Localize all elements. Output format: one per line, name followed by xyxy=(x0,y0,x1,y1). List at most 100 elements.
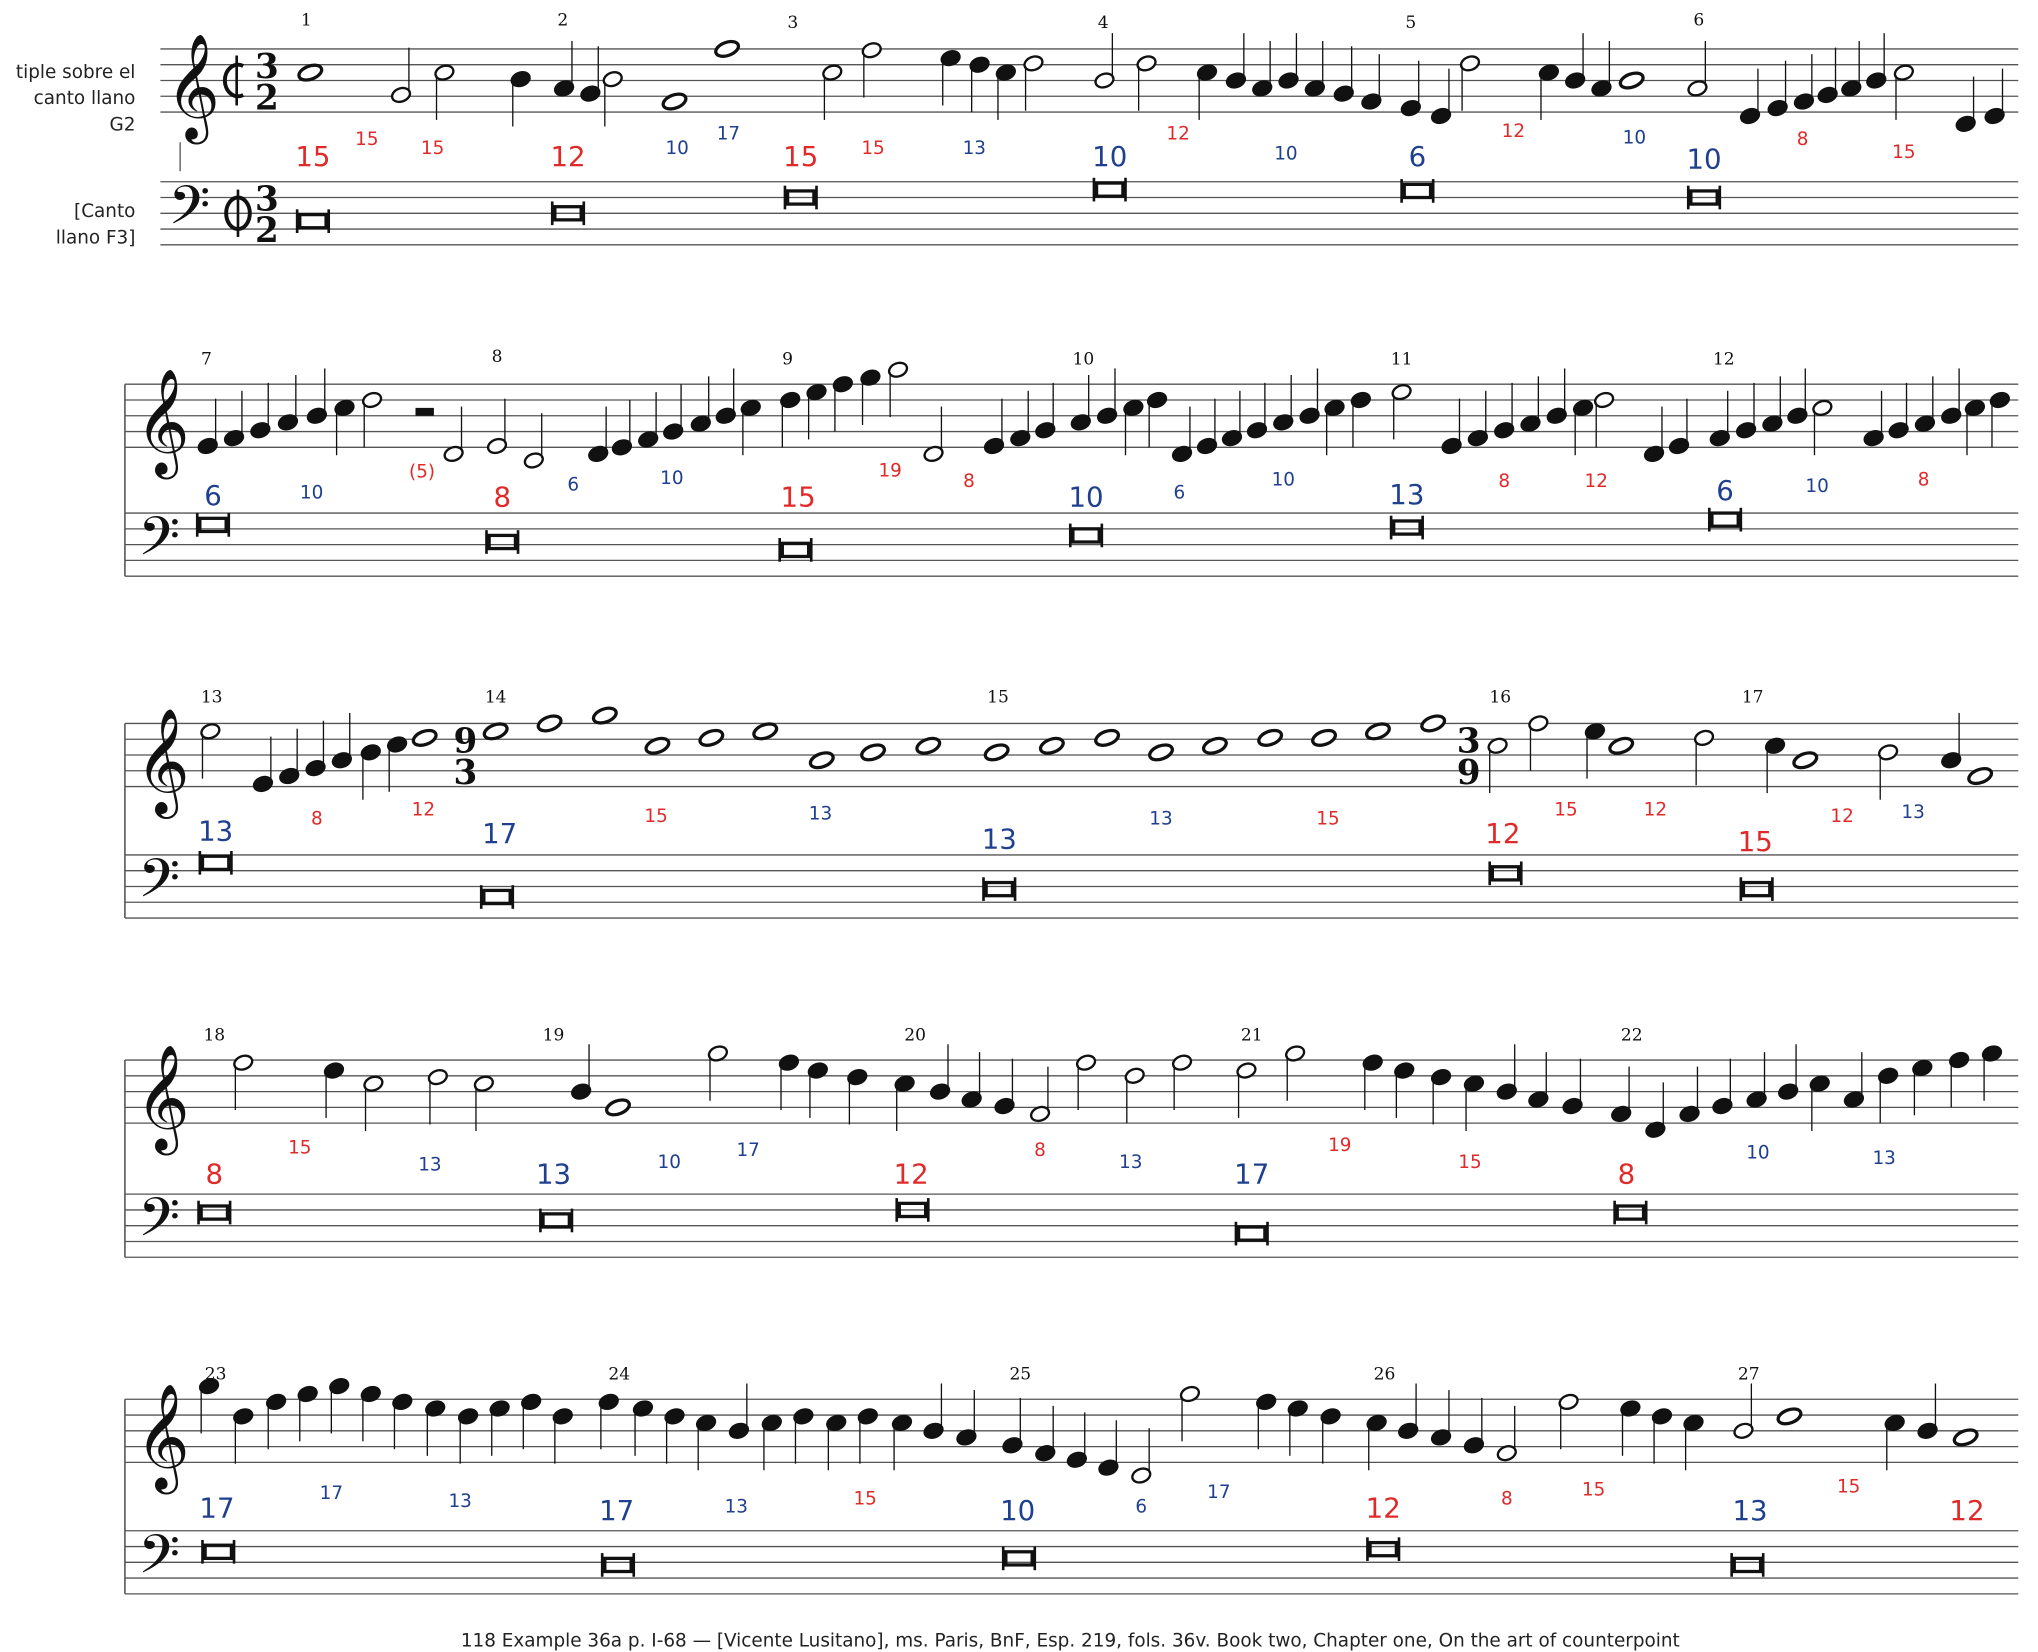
notehead xyxy=(1324,399,1345,416)
interval-label: 10 xyxy=(1274,143,1297,164)
notehead xyxy=(923,445,944,463)
interval-label: 19 xyxy=(878,460,901,481)
notehead xyxy=(1420,714,1447,733)
notehead xyxy=(778,1054,800,1071)
notehead xyxy=(707,1045,729,1062)
notehead xyxy=(1693,729,1715,747)
notehead xyxy=(860,743,887,762)
notehead xyxy=(1981,1045,2003,1062)
notehead xyxy=(598,1393,619,1411)
notehead xyxy=(611,439,633,456)
interval-label: 13 xyxy=(448,1491,471,1512)
breve xyxy=(198,516,228,534)
notehead xyxy=(644,736,671,755)
notehead xyxy=(1643,445,1665,463)
notehead xyxy=(1683,1414,1704,1432)
interval-label: 15 xyxy=(355,129,378,150)
interval-label: 8 xyxy=(206,1158,224,1191)
interval-label: 15 xyxy=(1458,1152,1481,1173)
interval-label: 8 xyxy=(1501,1488,1513,1509)
time-sig-lower: 2 xyxy=(255,78,279,118)
notehead xyxy=(1010,430,1031,447)
notehead xyxy=(1593,391,1615,409)
notehead xyxy=(1841,80,1862,97)
notehead xyxy=(331,752,352,769)
notehead xyxy=(923,1422,944,1439)
notehead xyxy=(363,1075,384,1092)
notehead xyxy=(1651,1408,1673,1425)
notehead xyxy=(780,391,801,409)
notehead xyxy=(1562,1097,1583,1115)
bass-clef: 𝄢 xyxy=(138,1186,180,1263)
interval-label: 8 xyxy=(1918,469,1930,490)
interval-label: 12 xyxy=(1502,121,1525,142)
treble-clef: 𝄞 xyxy=(135,1043,189,1155)
notehead xyxy=(1350,391,1371,409)
notehead xyxy=(1366,1414,1387,1432)
interval-label: 15 xyxy=(1582,1479,1605,1500)
notehead xyxy=(1124,1067,1145,1084)
notehead xyxy=(1196,437,1218,455)
notehead xyxy=(473,1075,494,1092)
notehead xyxy=(1171,1054,1193,1071)
notehead xyxy=(1179,1385,1201,1403)
notehead xyxy=(894,1075,915,1092)
notehead xyxy=(940,50,961,67)
breve xyxy=(487,533,518,551)
notehead xyxy=(223,430,245,447)
notehead xyxy=(1430,1069,1452,1086)
notehead xyxy=(1952,1428,1979,1447)
notehead xyxy=(663,423,684,440)
notehead xyxy=(1148,743,1174,762)
breve xyxy=(541,1212,571,1229)
notehead xyxy=(1094,72,1115,89)
notehead xyxy=(1712,1097,1733,1115)
measure-number: 7 xyxy=(201,349,212,369)
notehead xyxy=(553,80,575,97)
notehead xyxy=(1863,430,1884,447)
notehead xyxy=(1620,1400,1641,1417)
notehead xyxy=(1762,415,1783,432)
notehead xyxy=(1136,55,1157,72)
notehead xyxy=(1252,80,1273,97)
notehead xyxy=(1273,414,1294,431)
notehead xyxy=(434,64,455,81)
notehead xyxy=(390,86,412,104)
notehead xyxy=(1221,430,1243,447)
notehead xyxy=(1284,1045,1306,1062)
notehead xyxy=(250,422,271,439)
notehead xyxy=(983,437,1005,455)
notehead xyxy=(714,39,741,58)
measure-number: 15 xyxy=(987,687,1009,707)
interval-label: 15 xyxy=(1738,825,1773,858)
measure-number: 21 xyxy=(1241,1025,1263,1045)
notehead xyxy=(1941,407,1962,424)
notehead xyxy=(1035,422,1056,439)
measure-number: 24 xyxy=(608,1365,630,1385)
notehead xyxy=(995,64,1016,81)
notehead xyxy=(1391,383,1412,401)
notehead xyxy=(860,369,881,386)
notehead xyxy=(793,1408,814,1425)
notehead xyxy=(891,1414,913,1432)
breve xyxy=(199,1204,230,1221)
notehead xyxy=(1459,55,1481,72)
notehead xyxy=(661,92,688,111)
notehead xyxy=(1584,723,1606,740)
notehead xyxy=(1746,1091,1767,1108)
interval-label: 19 xyxy=(1328,1135,1351,1156)
notehead xyxy=(1767,99,1788,117)
interval-label: 13 xyxy=(418,1154,441,1175)
notehead xyxy=(1812,399,1833,416)
notehead xyxy=(698,728,725,747)
notehead xyxy=(1146,391,1168,409)
notehead xyxy=(425,1400,446,1417)
notehead xyxy=(847,1069,868,1086)
interval-label: 17 xyxy=(320,1483,343,1504)
notehead xyxy=(482,722,509,741)
notehead xyxy=(334,399,355,416)
notehead xyxy=(807,1062,828,1079)
notehead xyxy=(489,1400,510,1417)
notehead xyxy=(695,1414,717,1432)
